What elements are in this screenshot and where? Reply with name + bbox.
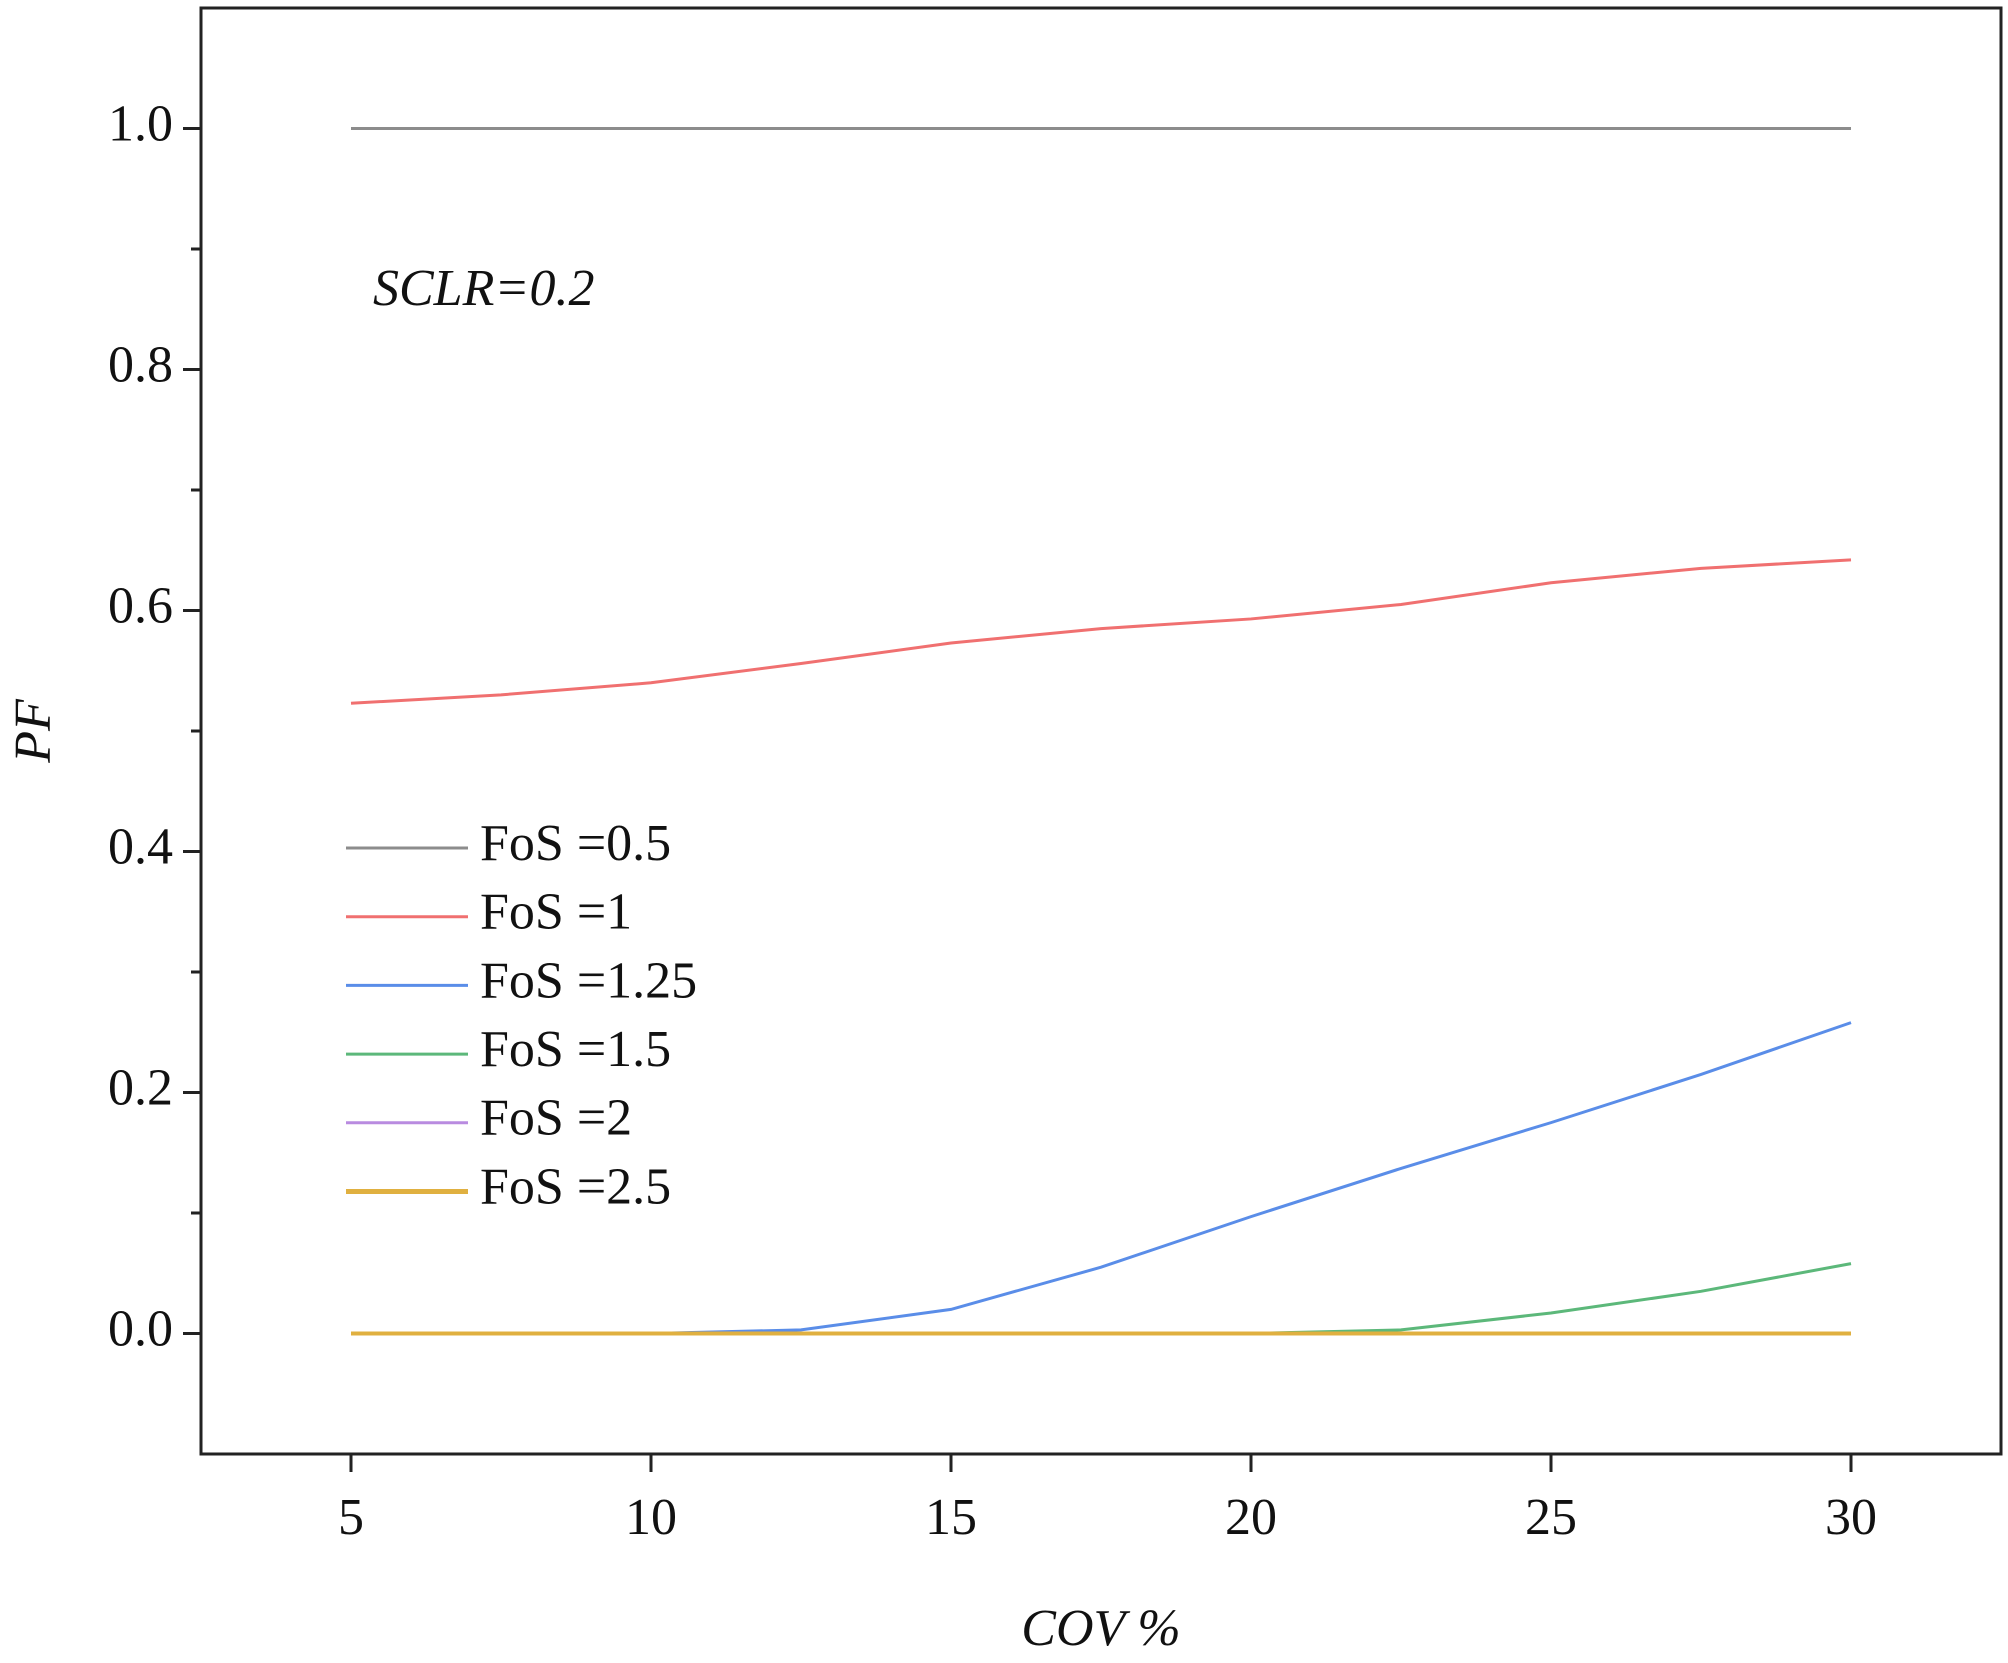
x-tick-label: 10	[625, 1489, 677, 1546]
series-line	[350, 558, 1852, 705]
legend-label: FoS =1.25	[480, 952, 697, 1009]
legend-label: FoS =1.5	[480, 1021, 671, 1078]
x-tick-label: 5	[338, 1489, 364, 1546]
legend-label: FoS =0.5	[480, 815, 671, 872]
y-tick-label: 1.0	[108, 95, 173, 152]
legend-label: FoS =2	[480, 1090, 632, 1147]
x-tick-label: 25	[1525, 1489, 1577, 1546]
plot-frame	[199, 6, 2003, 1456]
y-tick-label: 0.8	[108, 336, 173, 393]
x-tick-label: 20	[1225, 1489, 1277, 1546]
y-tick-label: 0.4	[108, 818, 173, 875]
y-tick-label: 0.6	[108, 577, 173, 634]
x-tick-label: 30	[1825, 1489, 1877, 1546]
x-tick-label: 15	[925, 1489, 977, 1546]
y-tick-label: 0.0	[108, 1300, 173, 1357]
legend-label: FoS =2.5	[480, 1158, 671, 1215]
series-line	[351, 1262, 1852, 1335]
y-axis-title: PF	[5, 698, 62, 764]
y-tick-label: 0.2	[108, 1059, 173, 1116]
annotation: SCLR=0.2	[373, 260, 594, 317]
x-axis-title: COV %	[1021, 1600, 1180, 1657]
legend-label: FoS =1	[480, 884, 632, 941]
